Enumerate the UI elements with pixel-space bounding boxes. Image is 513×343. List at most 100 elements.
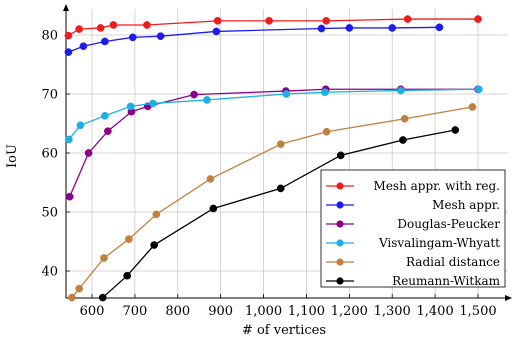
- legend-item: Mesh appr. with reg.: [326, 179, 500, 193]
- data-point: [96, 24, 105, 32]
- x-axis-arrow: [505, 295, 512, 301]
- series: [64, 15, 483, 302]
- legend-box: [320, 169, 506, 288]
- legend-label: Visvalingam-Whyatt: [378, 236, 500, 250]
- data-point: [64, 31, 73, 40]
- data-point: [149, 99, 157, 108]
- data-point: [213, 16, 222, 25]
- data-point: [435, 23, 444, 32]
- data-point: [75, 25, 83, 33]
- legend-label: Mesh appr.: [432, 198, 500, 212]
- data-point: [64, 135, 73, 144]
- data-point: [276, 140, 285, 148]
- data-point: [152, 210, 161, 219]
- data-point: [126, 102, 135, 111]
- x-tick-label: 1,000: [245, 304, 282, 319]
- y-tick-label: 60: [41, 147, 58, 162]
- data-point: [209, 204, 218, 213]
- data-point: [101, 37, 109, 46]
- x-tick-label: 1,300: [374, 304, 411, 319]
- data-point: [76, 121, 85, 130]
- data-point: [150, 241, 159, 249]
- series-line: [102, 129, 456, 299]
- series-line: [68, 18, 478, 37]
- legend-swatch-marker: [336, 258, 344, 266]
- data-point: [317, 24, 326, 33]
- y-tick-label: 80: [41, 29, 58, 44]
- data-point: [265, 16, 273, 25]
- axes: [63, 4, 512, 301]
- data-point: [128, 33, 137, 42]
- series-line: [71, 106, 473, 298]
- legend-label: Reumann-Witkam: [392, 274, 500, 288]
- y-tick-label: 40: [41, 265, 58, 280]
- data-point: [276, 184, 285, 193]
- data-point: [203, 96, 211, 104]
- y-axis-title: IoU: [5, 144, 20, 168]
- y-axis-arrow: [63, 4, 69, 11]
- data-point: [321, 88, 329, 97]
- data-point: [474, 15, 482, 23]
- data-point: [64, 48, 73, 56]
- data-point: [143, 21, 151, 29]
- data-point: [100, 254, 108, 262]
- data-point: [98, 293, 107, 302]
- series-5: [98, 126, 460, 302]
- legend-swatch-marker: [336, 277, 344, 285]
- data-point: [190, 90, 198, 99]
- data-point: [84, 149, 93, 157]
- data-point: [79, 42, 88, 51]
- legend-swatch-marker: [336, 220, 344, 228]
- legend-swatch-marker: [336, 201, 344, 209]
- data-point: [451, 126, 460, 134]
- legend-item: Douglas-Peucker: [326, 217, 500, 231]
- x-tick-label: 1,500: [459, 304, 496, 319]
- data-point: [322, 16, 331, 25]
- legend-label: Mesh appr. with reg.: [374, 179, 500, 193]
- data-point: [345, 24, 354, 32]
- data-point: [388, 24, 397, 32]
- series-0: [64, 15, 482, 40]
- data-point: [475, 85, 483, 94]
- data-point: [123, 271, 132, 280]
- x-tick-label: 1,200: [331, 304, 368, 319]
- data-point: [282, 90, 291, 98]
- legend-label: Radial distance: [406, 255, 500, 269]
- x-tick-label: 900: [208, 304, 233, 319]
- data-point: [65, 192, 74, 201]
- legend-swatch-marker: [336, 182, 344, 190]
- data-point: [125, 235, 133, 243]
- data-point: [104, 127, 112, 136]
- x-tick-label: 800: [165, 304, 190, 319]
- data-point: [156, 32, 165, 41]
- data-point: [206, 175, 215, 183]
- data-point: [396, 86, 405, 95]
- legend-item: Mesh appr.: [326, 198, 500, 212]
- x-tick-label: 1,100: [288, 304, 325, 319]
- x-tick-label: 700: [122, 304, 147, 319]
- legend-label: Douglas-Peucker: [397, 217, 500, 231]
- series-3: [64, 85, 483, 144]
- data-point: [212, 27, 221, 36]
- series-line: [68, 88, 479, 140]
- y-tick-label: 50: [41, 206, 58, 221]
- data-point: [322, 127, 331, 136]
- data-point: [403, 15, 412, 23]
- data-point: [399, 136, 407, 144]
- y-tick-label: 70: [41, 88, 58, 103]
- x-tick-label: 1,400: [417, 304, 454, 319]
- data-point: [67, 293, 76, 302]
- series-2: [65, 85, 482, 201]
- legend: Mesh appr. with reg. Mesh appr. Douglas-Pe…: [320, 169, 506, 288]
- data-point: [109, 21, 118, 29]
- legend-item: Radial distance: [326, 255, 500, 269]
- data-point: [101, 111, 109, 120]
- legend-item: Reumann-Witkam: [326, 274, 501, 288]
- x-tick-label: 600: [80, 304, 105, 319]
- series-line: [69, 88, 478, 197]
- series-4: [67, 103, 477, 302]
- data-point: [75, 284, 83, 293]
- x-axis-title: # of vertices: [242, 323, 326, 338]
- tick-labels: 600 700 800 900 1,000 1,100 1,200 1,300 1,400 1,5…: [41, 29, 496, 320]
